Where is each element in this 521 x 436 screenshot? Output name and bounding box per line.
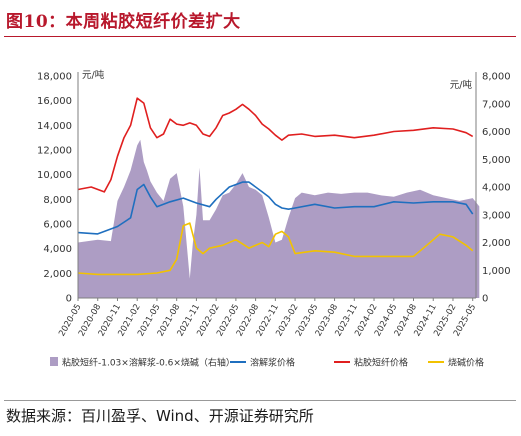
- left-tick-label: 6,000: [43, 220, 72, 231]
- right-tick-label: 3,000: [482, 210, 511, 221]
- left-axis-unit: 元/吨: [82, 69, 105, 81]
- right-tick-label: 8,000: [482, 72, 511, 83]
- left-tick-label: 0: [66, 294, 72, 305]
- left-tick-label: 12,000: [37, 146, 72, 157]
- left-tick-label: 18,000: [37, 72, 72, 83]
- legend: 粘胶短纤-1.03×溶解浆-0.6×烧碱（右轴） 溶解浆价格 粘胶短纤价格 烧碱价格: [50, 357, 484, 369]
- source-divider: [4, 400, 516, 401]
- legend-label: 溶解浆价格: [250, 357, 295, 369]
- left-tick-label: 10,000: [37, 170, 72, 181]
- left-tick-label: 2,000: [43, 269, 72, 280]
- right-axis-unit: 元/吨: [450, 79, 473, 91]
- series-line-viscose-staple: [77, 97, 474, 193]
- right-tick-label: 6,000: [482, 127, 511, 138]
- legend-swatch: [50, 357, 58, 366]
- legend-label: 粘胶短纤-1.03×溶解浆-0.6×烧碱（右轴）: [62, 357, 235, 369]
- series-area-spread: [78, 139, 480, 298]
- x-axis: 2020-052020-082020-112021-022021-052021-…: [57, 297, 478, 338]
- left-tick-label: 4,000: [43, 244, 72, 255]
- right-tick-label: 2,000: [482, 238, 511, 249]
- source-note: 数据来源：百川盈孚、Wind、开源证券研究所: [6, 407, 314, 425]
- dual-axis-line-area-chart: 0 2,000 4,000 6,000 8,000 10,000 12,000 14,000 1…: [37, 69, 511, 369]
- right-tick-label: 1,000: [482, 266, 511, 277]
- series-line-dissolving-pulp: [77, 181, 474, 235]
- right-tick-label: 4,000: [482, 183, 511, 194]
- left-tick-label: 16,000: [37, 96, 72, 107]
- right-tick-label: 7,000: [482, 99, 511, 110]
- right-tick-label: 5,000: [482, 155, 511, 166]
- left-y-axis: 0 2,000 4,000 6,000 8,000 10,000 12,000 14,000 1…: [37, 69, 105, 305]
- legend-label: 烧碱价格: [448, 357, 484, 369]
- series-line-caustic-soda: [77, 222, 474, 276]
- left-tick-label: 8,000: [43, 195, 72, 206]
- legend-label: 粘胶短纤价格: [354, 357, 408, 369]
- left-tick-label: 14,000: [37, 121, 72, 132]
- plot-area: [77, 97, 480, 298]
- right-tick-label: 0: [482, 294, 488, 305]
- figure-title: 图10：本周粘胶短纤价差扩大: [6, 11, 241, 32]
- title-divider: [4, 36, 516, 37]
- title-row: 图10：本周粘胶短纤价差扩大: [6, 4, 241, 34]
- right-y-axis: 0 1,000 2,000 3,000 4,000 5,000 6,000 7,000 8,00…: [450, 72, 511, 305]
